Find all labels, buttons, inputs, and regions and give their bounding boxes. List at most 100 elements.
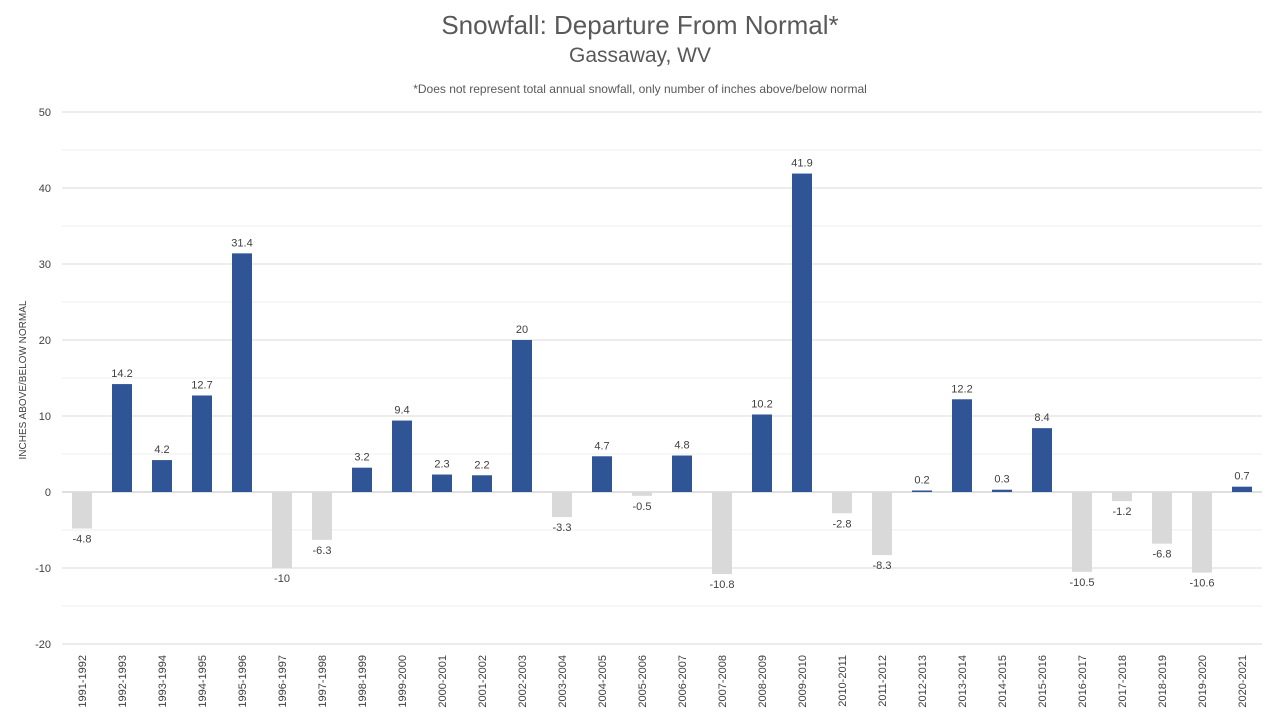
x-tick-label: 2020-2021 (1237, 655, 1249, 708)
data-label: -2.8 (833, 518, 852, 530)
bar (912, 490, 932, 492)
y-tick-label: 0 (45, 487, 51, 499)
data-label: 0.7 (1234, 471, 1249, 483)
chart-note: *Does not represent total annual snowfal… (413, 82, 867, 96)
y-tick-label: 10 (39, 411, 51, 423)
bars (72, 173, 1252, 575)
bar (432, 474, 452, 492)
x-tick-label: 1998-1999 (357, 655, 369, 708)
data-label: -10.8 (709, 579, 734, 591)
bar (1232, 486, 1252, 492)
data-label: 3.2 (354, 452, 369, 464)
bar (352, 467, 372, 492)
data-label: -1.2 (1113, 506, 1132, 518)
x-tick-label: 2012-2013 (917, 655, 929, 708)
x-tick-label: 2008-2009 (757, 655, 769, 708)
bar (1032, 428, 1052, 492)
data-label: -10.5 (1069, 577, 1094, 589)
data-label: 0.3 (994, 474, 1009, 486)
data-label: 8.4 (1034, 412, 1049, 424)
x-tick-label: 2000-2001 (437, 655, 449, 708)
bar (232, 253, 252, 492)
data-label: -8.3 (873, 560, 892, 572)
data-label: 4.8 (674, 440, 689, 452)
bar (272, 492, 292, 568)
data-label: -6.3 (313, 545, 332, 557)
y-axis-label: INCHES ABOVE/BELOW NORMAL (18, 300, 29, 459)
bar (952, 399, 972, 492)
data-label: -3.3 (553, 522, 572, 534)
x-tick-label: 2015-2016 (1037, 655, 1049, 708)
data-label: 14.2 (111, 368, 132, 380)
bar (1152, 492, 1172, 544)
x-tick-label: 2010-2011 (837, 655, 849, 707)
bar (112, 384, 132, 492)
x-tick-label: 2014-2015 (997, 655, 1009, 708)
x-tick-label: 2004-2005 (597, 655, 609, 708)
data-label: 0.2 (914, 474, 929, 486)
y-tick-label: 30 (39, 259, 51, 271)
bar (712, 492, 732, 575)
y-tick-label: -20 (35, 639, 51, 651)
x-tick-label: 2011-2012 (877, 655, 889, 707)
bar (672, 455, 692, 492)
bar (392, 420, 412, 492)
data-label: 31.4 (231, 237, 252, 249)
bar (192, 395, 212, 492)
x-tick-label: 2006-2007 (677, 655, 689, 708)
x-tick-label: 2016-2017 (1077, 655, 1089, 708)
data-label: 9.4 (394, 405, 409, 417)
y-tick-label: 20 (39, 335, 51, 347)
x-tick-label: 1999-2000 (397, 655, 409, 708)
bar (512, 340, 532, 492)
bar (1192, 492, 1212, 573)
bar (992, 489, 1012, 492)
bar (472, 475, 492, 492)
data-label: 2.3 (434, 459, 449, 471)
bar (72, 492, 92, 529)
data-label: 4.7 (594, 440, 609, 452)
x-tick-label: 2003-2004 (557, 655, 569, 708)
x-tick-label: 1994-1995 (197, 655, 209, 708)
bar (752, 414, 772, 492)
y-tick-label: -10 (35, 563, 51, 575)
bar (1072, 492, 1092, 572)
data-labels: -4.8 14.2 4.2 12.7 31.4 -10 -6.3 3.2 9.4 2.3 2.2 20… (73, 158, 1250, 592)
data-label: 12.7 (191, 379, 212, 391)
bar (152, 460, 172, 492)
y-tick-label: 50 (39, 107, 51, 119)
bar (312, 492, 332, 540)
data-label: -6.8 (1153, 549, 1172, 561)
data-label: 41.9 (791, 158, 812, 170)
x-tick-label: 1991-1992 (77, 655, 89, 708)
bar (832, 492, 852, 514)
chart-subtitle: Gassaway, WV (569, 44, 711, 67)
x-tick-label: 1993-1994 (157, 655, 169, 708)
bar (1112, 492, 1132, 502)
x-tick-label: 2002-2003 (517, 655, 529, 708)
x-tick-label: 2019-2020 (1197, 655, 1209, 708)
x-tick-label: 1995-1996 (237, 655, 249, 708)
bar (552, 492, 572, 518)
x-tick-label: 2005-2006 (637, 655, 649, 708)
data-label: -0.5 (633, 501, 652, 513)
y-axis-ticks: -20 -10 0 10 20 30 40 50 (35, 107, 51, 651)
x-axis-ticks: 1991-1992 1992-1993 1993-1994 1994-1995 1995… (77, 655, 1249, 708)
x-tick-label: 2001-2002 (477, 655, 489, 708)
data-label: -10.6 (1189, 578, 1214, 590)
chart-title: Snowfall: Departure From Normal* (441, 10, 839, 40)
data-label: 20 (516, 324, 528, 336)
x-tick-label: 1992-1993 (117, 655, 129, 708)
data-label: -4.8 (73, 533, 92, 545)
bar (792, 173, 812, 492)
bar (872, 492, 892, 556)
data-label: -10 (274, 573, 290, 585)
data-label: 10.2 (751, 398, 772, 410)
data-label: 2.2 (474, 459, 489, 471)
x-tick-label: 2007-2008 (717, 655, 729, 708)
bar (632, 492, 652, 496)
x-tick-label: 2018-2019 (1157, 655, 1169, 708)
bar (592, 456, 612, 492)
y-tick-label: 40 (39, 183, 51, 195)
